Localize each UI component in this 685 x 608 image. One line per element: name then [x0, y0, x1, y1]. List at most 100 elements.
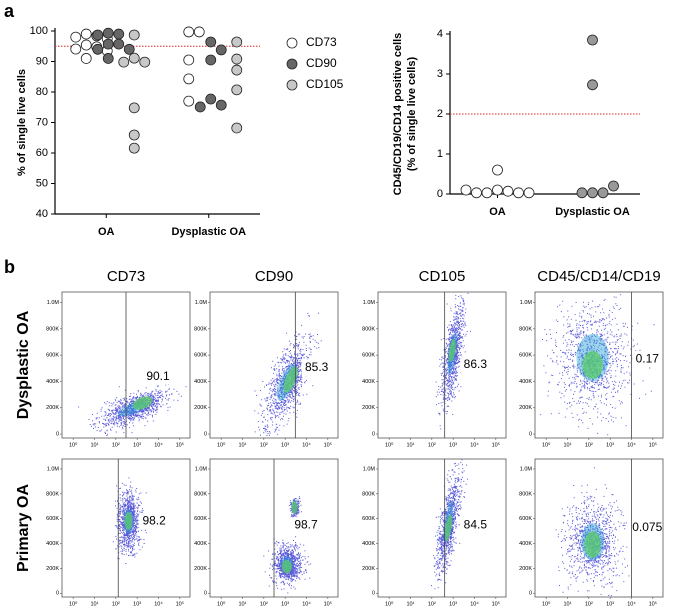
- y-tick-label: 200K: [194, 566, 207, 572]
- data-point: [118, 56, 130, 68]
- data-point: [123, 43, 135, 55]
- x-tick-label: 10³: [133, 601, 141, 607]
- data-point: [576, 187, 588, 199]
- data-point: [128, 102, 140, 114]
- event-dots: [263, 496, 312, 594]
- data-point: [183, 73, 195, 85]
- data-point: [113, 28, 125, 40]
- y-tick-label: 200K: [519, 566, 532, 572]
- y-tick-label: 400K: [46, 379, 59, 385]
- legend-label: CD90: [306, 56, 337, 70]
- density-core: [124, 512, 133, 530]
- density-plot: [540, 294, 655, 438]
- data-point: [128, 29, 140, 41]
- data-point: [471, 187, 482, 199]
- x-tick-label: 10¹: [407, 442, 415, 448]
- y-tick-label: 40: [36, 208, 48, 220]
- legend-marker: [286, 58, 298, 70]
- density-core: [283, 366, 298, 393]
- data-point: [128, 129, 140, 141]
- data-point: [102, 53, 114, 64]
- x-tick-label: 10⁰: [542, 600, 551, 607]
- data-point: [183, 54, 195, 66]
- x-tick-label: 10⁰: [542, 441, 551, 448]
- y-tick-label: 600K: [46, 516, 59, 522]
- y-tick-label: 0: [56, 432, 59, 438]
- plot-frame: [534, 458, 664, 598]
- data-point: [513, 187, 524, 199]
- x-tick-label: 10⁰: [385, 441, 394, 448]
- y-tick-label: 90: [36, 55, 48, 67]
- column-title: CD73: [107, 268, 145, 285]
- x-tick-label: 10¹: [407, 601, 415, 607]
- data-point: [231, 64, 243, 76]
- event-dots: [435, 292, 471, 430]
- density-core: [132, 396, 153, 410]
- gate-value: 86.3: [464, 357, 488, 371]
- y-tick-label: 0: [372, 432, 375, 438]
- gate-value-bg: [632, 351, 663, 368]
- data-point: [102, 38, 114, 50]
- data-point: [460, 184, 472, 196]
- x-tick-label: 10⁴: [470, 600, 479, 607]
- y-tick-label: 600K: [519, 516, 532, 522]
- y-axis-title: (% of single live cells): [406, 57, 418, 172]
- legend-marker: [286, 37, 298, 49]
- y-axis-title: % of single live cells: [16, 69, 28, 176]
- data-point: [128, 142, 140, 154]
- plot-frame: [377, 291, 507, 439]
- column-title: CD105: [419, 268, 466, 285]
- density-plot: [431, 459, 468, 590]
- x-tick-label: 10⁰: [217, 441, 226, 448]
- y-tick-label: 200K: [519, 405, 532, 411]
- data-point: [587, 34, 598, 46]
- y-tick-label: 0: [204, 432, 207, 438]
- x-tick-label: 10²: [112, 442, 120, 448]
- gate-value-bg: [143, 368, 173, 385]
- x-tick-label: 10³: [449, 601, 457, 607]
- data-point: [80, 53, 92, 64]
- data-point: [80, 39, 92, 51]
- data-point: [92, 29, 104, 41]
- plot-frame: [209, 291, 339, 439]
- y-tick-label: 800K: [519, 326, 532, 332]
- x-tick-label: 10¹: [91, 442, 99, 448]
- event-dots: [540, 294, 655, 438]
- x-tick-label: 10⁴: [302, 600, 311, 607]
- density-plot: [78, 382, 187, 436]
- x-tick-label: 10⁵: [649, 600, 657, 607]
- x-tick-label: 10⁰: [217, 600, 226, 607]
- y-tick-label: 1.0M: [47, 466, 60, 472]
- x-tick-label: 10⁵: [324, 600, 332, 607]
- x-tick-label: 10⁰: [69, 600, 78, 607]
- column-title: CD90: [255, 268, 293, 285]
- y-tick-label: 800K: [46, 326, 59, 332]
- x-tick-label: 10⁴: [627, 600, 636, 607]
- gate-value-bg: [291, 517, 321, 534]
- y-tick-label: 100: [30, 25, 48, 37]
- x-tick-label: 10⁵: [649, 441, 657, 448]
- density-plot: [263, 496, 312, 594]
- gate-value-bg: [460, 357, 491, 373]
- y-tick-label: 1.0M: [520, 466, 533, 472]
- plot-frame: [534, 291, 664, 439]
- y-tick-label: 400K: [46, 541, 59, 547]
- y-tick-label: 1.0M: [195, 466, 208, 472]
- data-point: [193, 26, 205, 38]
- x-tick-label: 10³: [281, 442, 289, 448]
- data-point: [128, 52, 140, 64]
- x-tick-label: 10²: [428, 442, 436, 448]
- x-tick-label: 10²: [428, 601, 436, 607]
- panel-label: b: [4, 257, 15, 277]
- y-tick-label: 400K: [362, 379, 375, 385]
- data-point: [183, 95, 195, 107]
- density-core: [291, 500, 298, 514]
- legend-label: CD105: [306, 77, 344, 91]
- x-tick-label: 10⁵: [176, 600, 184, 607]
- gate-value-bg: [460, 517, 491, 534]
- gate-value-bg: [301, 359, 332, 376]
- x-tick-label: 10⁵: [492, 441, 500, 448]
- gate-value: 98.7: [294, 517, 318, 531]
- gate-value: 90.1: [146, 369, 170, 383]
- y-tick-label: 600K: [362, 353, 375, 359]
